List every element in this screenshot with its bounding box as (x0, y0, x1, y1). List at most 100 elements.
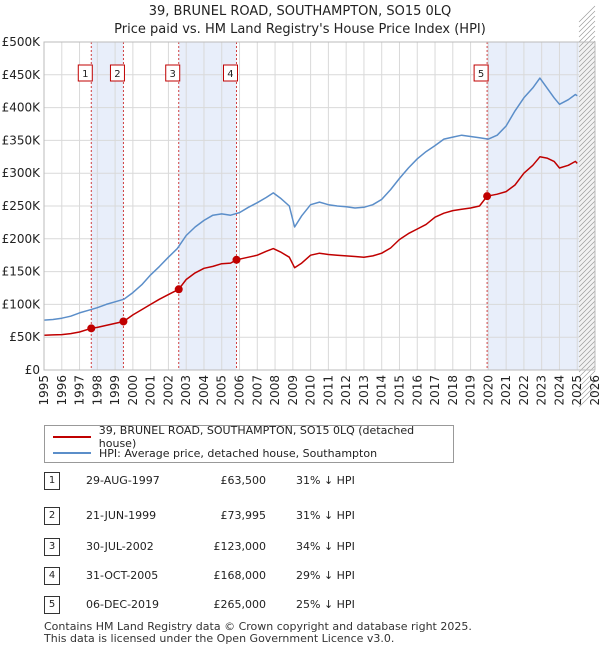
sale-point (232, 255, 241, 264)
sale-label-text: 2 (114, 69, 120, 80)
forecast-area (579, 42, 595, 370)
sale-number-badge: 5 (44, 596, 60, 614)
sale-point (119, 317, 128, 326)
forecast-hatch-line (578, 125, 596, 143)
forecast-hatch-line (578, 150, 596, 168)
y-tick-label: £450K (2, 68, 42, 82)
forecast-hatch-line (578, 375, 596, 393)
forecast-hatch-line (578, 310, 596, 328)
sale-label-box (109, 64, 125, 82)
x-tick-label: 2007 (250, 375, 264, 406)
sale-date: 30-JUL-2002 (86, 540, 154, 553)
sale-number-badge: 4 (44, 567, 60, 585)
forecast-hatch-line (578, 105, 596, 123)
forecast-hatch-line (578, 225, 596, 243)
footer: Contains HM Land Registry data © Crown c… (44, 621, 472, 645)
forecast-hatch-line (578, 45, 596, 63)
forecast-hatch-line (578, 195, 596, 213)
forecast-hatch-line (578, 165, 596, 183)
forecast-hatch-line (578, 25, 596, 43)
forecast-hatch-line (578, 380, 596, 398)
forecast-hatch-line (578, 385, 596, 403)
forecast-hatch-line (578, 20, 596, 38)
forecast-hatch-line (578, 110, 596, 128)
sale-label-text: 5 (478, 69, 484, 80)
forecast-hatch-line (578, 365, 596, 383)
forecast-hatch-line (578, 315, 596, 333)
forecast-hatch-line (578, 85, 596, 103)
forecast-hatch-line (578, 30, 596, 48)
x-tick-label: 2026 (588, 375, 600, 406)
forecast-hatch-line (578, 325, 596, 343)
sale-label-text: 3 (170, 69, 176, 80)
forecast-hatch-line (578, 70, 596, 88)
forecast-hatch-line (578, 205, 596, 223)
x-tick-label: 1999 (108, 375, 122, 406)
forecast-hatch-line (578, 40, 596, 58)
y-tick-label: £400K (2, 101, 42, 115)
sale-label-box (222, 64, 238, 82)
sale-number-badge: 2 (44, 507, 60, 525)
x-axis: 1995 1996 1997 1998 1999 2000 2001 2002 2003 2004… (37, 375, 600, 406)
sale-price: £123,000 (213, 540, 267, 553)
x-tick-label: 2025 (570, 375, 584, 406)
sale-label-box (165, 64, 181, 82)
forecast-hatch-line (578, 290, 596, 308)
forecast-hatch-line (578, 120, 596, 138)
forecast-hatch-line (578, 335, 596, 353)
y-tick-label: £200K (2, 232, 42, 246)
y-tick-label: £300K (2, 166, 42, 180)
sale-marker-labels: 1 2 3 4 5 (77, 64, 489, 82)
x-tick-label: 2019 (464, 375, 478, 406)
footer-licence: This data is licensed under the Open Gov… (44, 632, 395, 645)
x-tick-label: 2001 (144, 375, 158, 406)
forecast-hatch-line (578, 180, 596, 198)
forecast-hatch-line (578, 50, 596, 68)
forecast-hatch-line (578, 175, 596, 193)
x-tick-label: 2011 (321, 375, 335, 406)
x-tick-label: 2018 (446, 375, 460, 406)
x-tick-label: 2017 (428, 375, 442, 406)
sale-hpi-diff: 25% ↓ HPI (296, 598, 355, 611)
sale-date: 06-DEC-2019 (86, 598, 160, 611)
forecast-hatch-line (578, 35, 596, 53)
sale-marker-lines (90, 42, 488, 370)
sale-number-badge: 1 (44, 472, 60, 490)
sale-point (174, 285, 183, 294)
forecast-hatch-line (578, 220, 596, 238)
forecast-hatch-line (578, 170, 596, 188)
x-tick-label: 2003 (179, 375, 193, 406)
forecast-hatch-line (578, 60, 596, 78)
forecast-hatch-line (578, 10, 596, 28)
legend-item-property: 39, BRUNEL ROAD, SOUTHAMPTON, SO15 0LQ (… (53, 424, 453, 450)
forecast-hatch-line (578, 115, 596, 133)
forecast-hatch-line (578, 305, 596, 323)
forecast-hatch-line (578, 215, 596, 233)
x-tick-label: 2021 (499, 375, 513, 406)
forecast-hatch-line (578, 360, 596, 378)
forecast-hatch-line (578, 270, 596, 288)
x-tick-label: 2012 (339, 375, 353, 406)
chart-subtitle: Price paid vs. HM Land Registry's House … (114, 22, 486, 37)
forecast-hatch-line (578, 65, 596, 83)
sale-label-box (473, 64, 489, 82)
y-tick-label: £0 (25, 363, 40, 377)
forecast-hatch-line (578, 295, 596, 313)
forecast-hatch-line (578, 340, 596, 358)
sale-date: 29-AUG-1997 (86, 474, 160, 487)
y-tick-label: £100K (2, 297, 42, 311)
sale-label-text: 1 (82, 69, 88, 80)
x-tick-label: 1997 (73, 375, 87, 406)
forecast-hatch-line (578, 285, 596, 303)
forecast-hatch-line (578, 200, 596, 218)
legend-swatch-hpi (53, 452, 91, 454)
forecast-hatch-line (578, 15, 596, 33)
x-tick-label: 2013 (357, 375, 371, 406)
forecast-hatch-line (578, 100, 596, 118)
x-tick-label: 2016 (410, 375, 424, 406)
forecast-hatch-line (578, 160, 596, 178)
forecast-hatch-line (578, 350, 596, 368)
x-tick-label: 1998 (90, 375, 104, 406)
x-tick-label: 2005 (215, 375, 229, 406)
x-tick-label: 2002 (161, 375, 175, 406)
